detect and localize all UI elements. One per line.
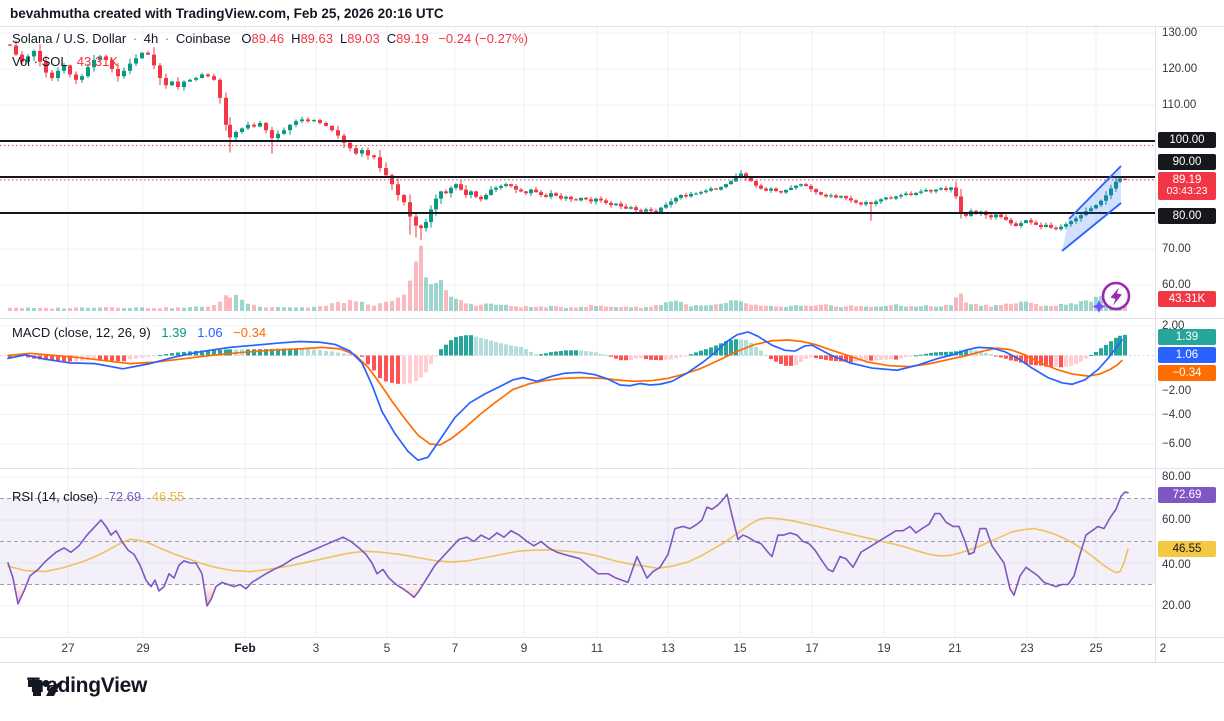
rsi-axis-label: 40.00 — [1162, 559, 1191, 571]
macd-axis-label: −6.00 — [1162, 438, 1192, 450]
ohlc-label: H — [291, 31, 301, 46]
price-axis-label: 70.00 — [1162, 243, 1191, 255]
change-value: −0.24 (−0.27%) — [438, 31, 528, 46]
tradingview-logo-mark — [28, 680, 62, 696]
ohlc-value: 89.03 — [347, 31, 380, 46]
volume-value: 43.31K — [76, 54, 118, 69]
volume-legend[interactable]: Vol · SOL 43.31K — [12, 54, 118, 69]
boost-lightning-icon[interactable] — [1090, 278, 1134, 320]
time-axis-label: 9 — [520, 641, 528, 655]
level-badge: 100.00 — [1158, 132, 1216, 148]
rsi-ma-value: 46.55 — [151, 489, 185, 504]
tradingview-logo-text: TradingView — [27, 674, 148, 697]
rsi-axis-label: 60.00 — [1162, 514, 1191, 526]
rsi-legend[interactable]: RSI (14, close) 72.69 46.55 — [12, 489, 185, 504]
rsi-value: 72.69 — [108, 489, 142, 504]
ohlc-label: C — [386, 31, 397, 46]
price-axis-label: 130.00 — [1162, 27, 1198, 39]
last-price: 89.19 — [1172, 174, 1202, 186]
time-axis-label: 23 — [1020, 641, 1034, 655]
level-badge: 80.00 — [1158, 208, 1216, 224]
indicator-badge: 1.06 — [1158, 347, 1216, 363]
price-axis-label: 60.00 — [1162, 279, 1191, 291]
time-axis-label: 11 — [590, 641, 604, 655]
time-axis-label: 25 — [1089, 641, 1103, 655]
time-axis-label: 21 — [948, 641, 962, 655]
ohlc-values: O89.46 H89.63 L89.03 C89.19 — [234, 31, 428, 46]
time-axis-label: 2 — [1159, 641, 1167, 655]
time-axis-label: 19 — [877, 641, 891, 655]
symbol-title: Solana / U.S. Dollar — [12, 31, 127, 46]
time-axis-label: 5 — [383, 641, 391, 655]
macd-legend[interactable]: MACD (close, 12, 26, 9) 1.39 1.06 −0.34 — [12, 325, 267, 340]
time-axis-label: 27 — [61, 641, 75, 655]
exchange-label: Coinbase — [175, 31, 231, 46]
price-axis-label: 110.00 — [1162, 99, 1197, 111]
ohlc-value: 89.19 — [396, 31, 429, 46]
time-axis-label: Feb — [234, 641, 256, 655]
volume-badge: 43.31K — [1158, 291, 1216, 307]
tradingview-logo[interactable]: TradingView — [27, 674, 147, 698]
price-axis-label: 120.00 — [1162, 63, 1198, 75]
time-axis-label: 29 — [136, 641, 150, 655]
rsi-axis-label: 20.00 — [1162, 600, 1191, 612]
symbol-legend[interactable]: Solana / U.S. Dollar · 4h · Coinbase O89… — [12, 31, 528, 46]
bar-countdown: 03:43:23 — [1166, 185, 1208, 197]
indicator-badge: −0.34 — [1158, 365, 1216, 381]
indicator-badge: 46.55 — [1158, 541, 1216, 557]
macd-line-value: 1.06 — [197, 325, 223, 340]
last-price-badge: 89.19 03:43:23 — [1158, 172, 1216, 200]
macd-signal-value: −0.34 — [233, 325, 267, 340]
level-badge: 90.00 — [1158, 154, 1216, 170]
rsi-axis-label: 80.00 — [1162, 471, 1191, 483]
attribution-header: bevahmutha created with TradingView.com,… — [10, 6, 444, 21]
time-axis-label: 7 — [451, 641, 459, 655]
ohlc-value: 89.46 — [251, 31, 285, 46]
time-axis-label: 15 — [733, 641, 747, 655]
macd-axis-label: −4.00 — [1162, 409, 1192, 421]
indicator-badge: 1.39 — [1158, 329, 1216, 345]
ohlc-label: O — [241, 31, 252, 46]
time-axis-label: 13 — [661, 641, 675, 655]
chart-canvas[interactable] — [0, 0, 1224, 663]
macd-axis-label: −2.00 — [1162, 385, 1192, 397]
ohlc-value: 89.63 — [300, 31, 333, 46]
ohlc-label: L — [340, 31, 348, 46]
interval-label: 4h — [143, 31, 159, 46]
indicator-badge: 72.69 — [1158, 487, 1216, 503]
time-axis-label: 17 — [805, 641, 819, 655]
time-axis-label: 3 — [312, 641, 320, 655]
chart-widget: Solana / U.S. Dollar · 4h · Coinbase O89… — [0, 0, 1224, 663]
macd-hist-value: 1.39 — [161, 325, 187, 340]
